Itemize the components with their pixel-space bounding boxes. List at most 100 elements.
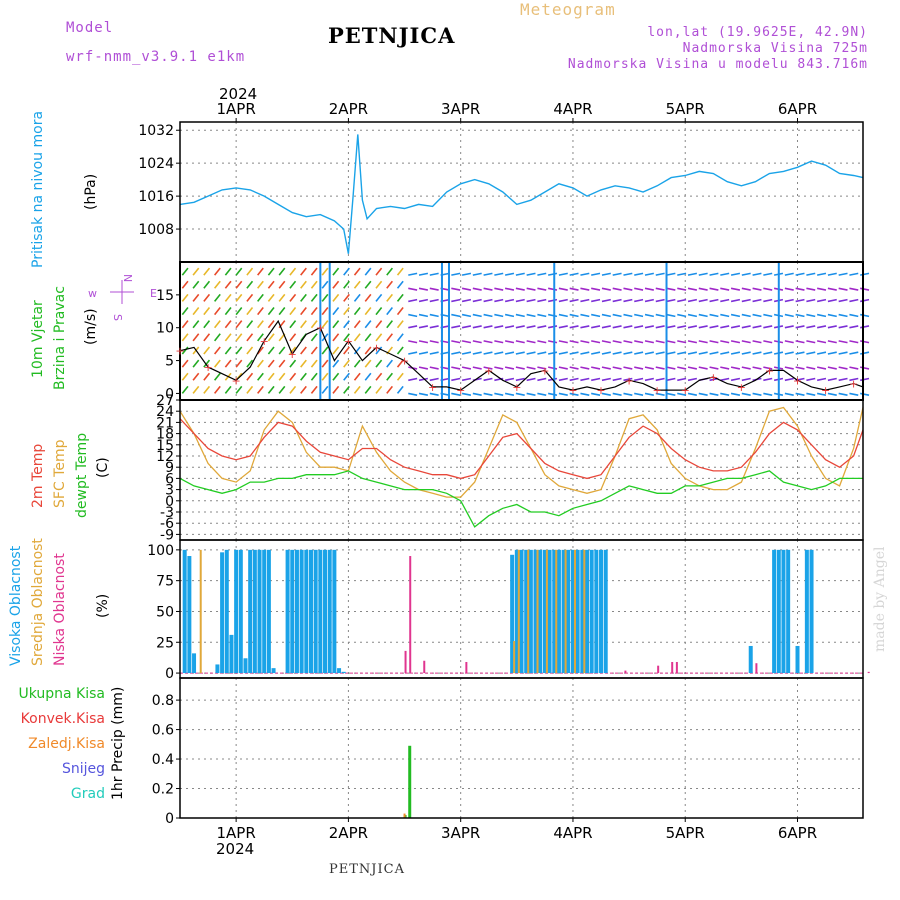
- precip-total-bar: [408, 745, 412, 818]
- wind-vector: [655, 377, 665, 382]
- wind-vector: [548, 392, 558, 397]
- wind-vector: [353, 385, 361, 394]
- wind-vector: [698, 366, 708, 370]
- wind-vector: [580, 325, 590, 329]
- wind-gust-marker: +: [596, 384, 605, 397]
- high-cloud-bar: [290, 549, 295, 674]
- wind-vector: [537, 351, 547, 355]
- wind-vector: [795, 272, 805, 276]
- wind-vector: [213, 359, 221, 368]
- x-tick-label-bottom: 4APR: [553, 824, 592, 842]
- wind-vector: [408, 392, 418, 397]
- wind-vector: [203, 267, 211, 276]
- wind-vector: [730, 313, 741, 318]
- wind-vector: [396, 372, 404, 381]
- wind-vector: [278, 385, 286, 394]
- wind-vector: [203, 293, 211, 302]
- high-cloud-bar: [187, 556, 192, 674]
- high-cloud-bar: [781, 549, 786, 674]
- wind-vector: [784, 272, 794, 276]
- wind-gust-marker: +: [484, 364, 493, 377]
- wind-gust-marker: +: [568, 384, 577, 397]
- wind-vector: [375, 320, 383, 329]
- wind-vector: [300, 320, 307, 329]
- wind-vector: [806, 325, 816, 329]
- wind-vector: [267, 307, 275, 316]
- low-cloud-bar: [465, 661, 468, 674]
- wind-vector: [310, 346, 318, 355]
- wind-vector: [860, 272, 870, 276]
- wind-vector: [472, 325, 482, 329]
- wind-vector: [181, 293, 189, 302]
- wind-vector: [257, 333, 264, 342]
- wind-vector: [472, 340, 482, 344]
- wind-vector: [321, 359, 329, 368]
- wind-vector: [698, 340, 708, 344]
- high-cloud-bar: [772, 549, 777, 674]
- wind-vector: [709, 287, 719, 291]
- wind-vector: [300, 293, 307, 302]
- wind-vector: [526, 287, 536, 291]
- high-cloud-bar: [575, 549, 580, 674]
- wind-vector: [451, 298, 461, 303]
- precip-tick-label: 0.8: [152, 693, 174, 709]
- mid-cloud-bar: [517, 549, 520, 674]
- wind-vector: [224, 320, 232, 329]
- precip-tick-label: 0.6: [152, 723, 174, 739]
- low-cloud-bar: [671, 661, 674, 674]
- high-cloud-bar: [285, 549, 290, 674]
- wind-vector: [526, 325, 536, 329]
- wind-vector: [709, 392, 719, 397]
- wind-vector: [601, 366, 611, 370]
- wind-vector: [386, 372, 393, 381]
- wind-gust-marker: +: [709, 371, 718, 384]
- wind-vector: [213, 333, 221, 342]
- wind-vector: [612, 366, 622, 370]
- wind-vector: [396, 267, 404, 276]
- mid-cloud-bar: [536, 549, 539, 674]
- wind-vector: [644, 272, 654, 276]
- mid-cloud-bar: [555, 549, 558, 674]
- wind-vector: [634, 272, 644, 276]
- legend-convective-rain: Konvek.Kisa: [20, 711, 105, 727]
- wind-vector: [364, 346, 372, 355]
- wind-vector: [181, 346, 189, 355]
- pressure-tick-label: 1008: [138, 222, 174, 238]
- wind-vector: [181, 320, 189, 329]
- wind-vector: [763, 298, 773, 303]
- wind-vector: [677, 392, 687, 397]
- low-cloud-bar: [404, 650, 407, 674]
- high-cloud-bar: [318, 549, 323, 674]
- wind-vector: [860, 340, 870, 344]
- wind-vector: [429, 392, 439, 397]
- wind-vector: [838, 272, 848, 276]
- wind-vector: [591, 392, 601, 397]
- wind-vector: [353, 372, 361, 381]
- wind-vector: [720, 340, 730, 344]
- wind-vector: [246, 267, 254, 276]
- wind-vector: [558, 298, 568, 303]
- wind-vector: [526, 392, 536, 397]
- wind-vector: [364, 267, 372, 276]
- wind-vector: [386, 293, 393, 302]
- wind-vector: [181, 333, 189, 342]
- wind-vector: [246, 280, 254, 289]
- wind-vector: [580, 377, 590, 382]
- high-cloud-bar: [332, 549, 337, 674]
- wind-vector: [494, 366, 504, 370]
- wind-vector: [548, 325, 558, 329]
- wind-vector: [655, 325, 665, 329]
- wind-vector: [257, 359, 264, 368]
- wind-vector: [655, 366, 665, 370]
- wind-vector: [816, 287, 827, 291]
- wind-vector: [418, 366, 429, 370]
- wind-vector: [601, 325, 611, 329]
- low-cloud-bar: [867, 671, 870, 674]
- wind-vector: [741, 366, 751, 370]
- wind-vector: [375, 372, 383, 381]
- mid-cloud-bar: [527, 549, 530, 674]
- wind-tick-label: 0: [165, 386, 174, 402]
- wind-vector: [213, 267, 221, 276]
- wind-vector: [623, 272, 633, 276]
- wind-vector: [375, 359, 383, 368]
